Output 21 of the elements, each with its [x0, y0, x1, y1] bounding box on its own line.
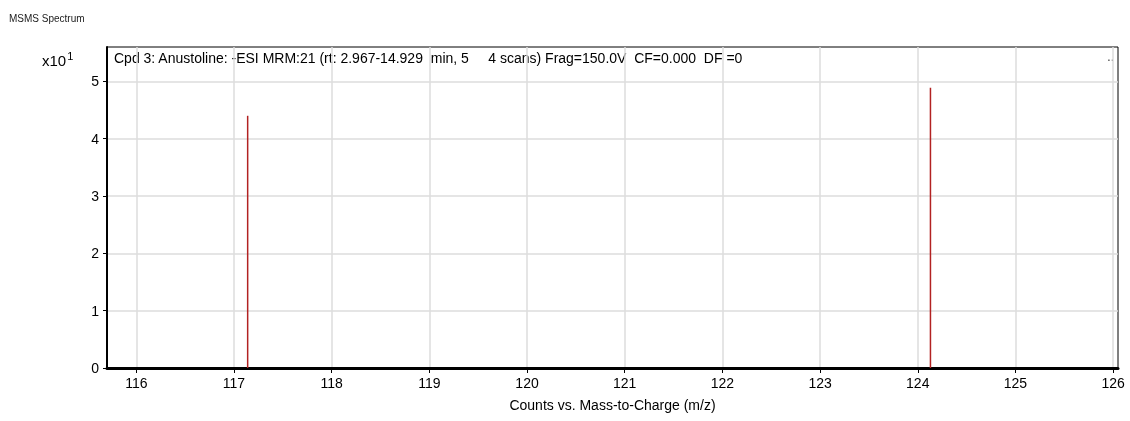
annotation: ..: [1107, 50, 1114, 64]
x-tick-label: 126: [1101, 375, 1126, 391]
x-tick-label: 124: [906, 375, 930, 391]
chart-title: MSMS Spectrum: [9, 12, 85, 24]
y-tick-label: 0: [91, 360, 100, 376]
x-axis-title: Counts vs. Mass-to-Charge (m/z): [509, 397, 716, 413]
x-tick-label: 120: [515, 375, 539, 391]
y-tick-label: 4: [91, 130, 100, 147]
x-tick-label: 117: [222, 375, 246, 391]
x-tick-label: 121: [613, 375, 637, 391]
x-tick-label: 122: [710, 375, 735, 391]
y-tick-label: 5: [91, 73, 100, 90]
x-tick-label: 116: [125, 375, 148, 391]
y-tick-label: 3: [91, 188, 100, 205]
x-tick-label: 118: [320, 375, 344, 391]
x-tick-label: 123: [808, 375, 832, 391]
annotation: Cpd 3: Anustoline: -ESI MRM:21 (rt: 2.967-14.929 min, 5 4 scans) Frag=150.0V CF=0.000 DF =0: [114, 50, 743, 66]
y-tick-label: 2: [91, 245, 100, 262]
x-tick-label: 125: [1003, 375, 1028, 391]
x-tick-label: 119: [418, 375, 441, 391]
y-tick-label: 1: [91, 302, 100, 319]
